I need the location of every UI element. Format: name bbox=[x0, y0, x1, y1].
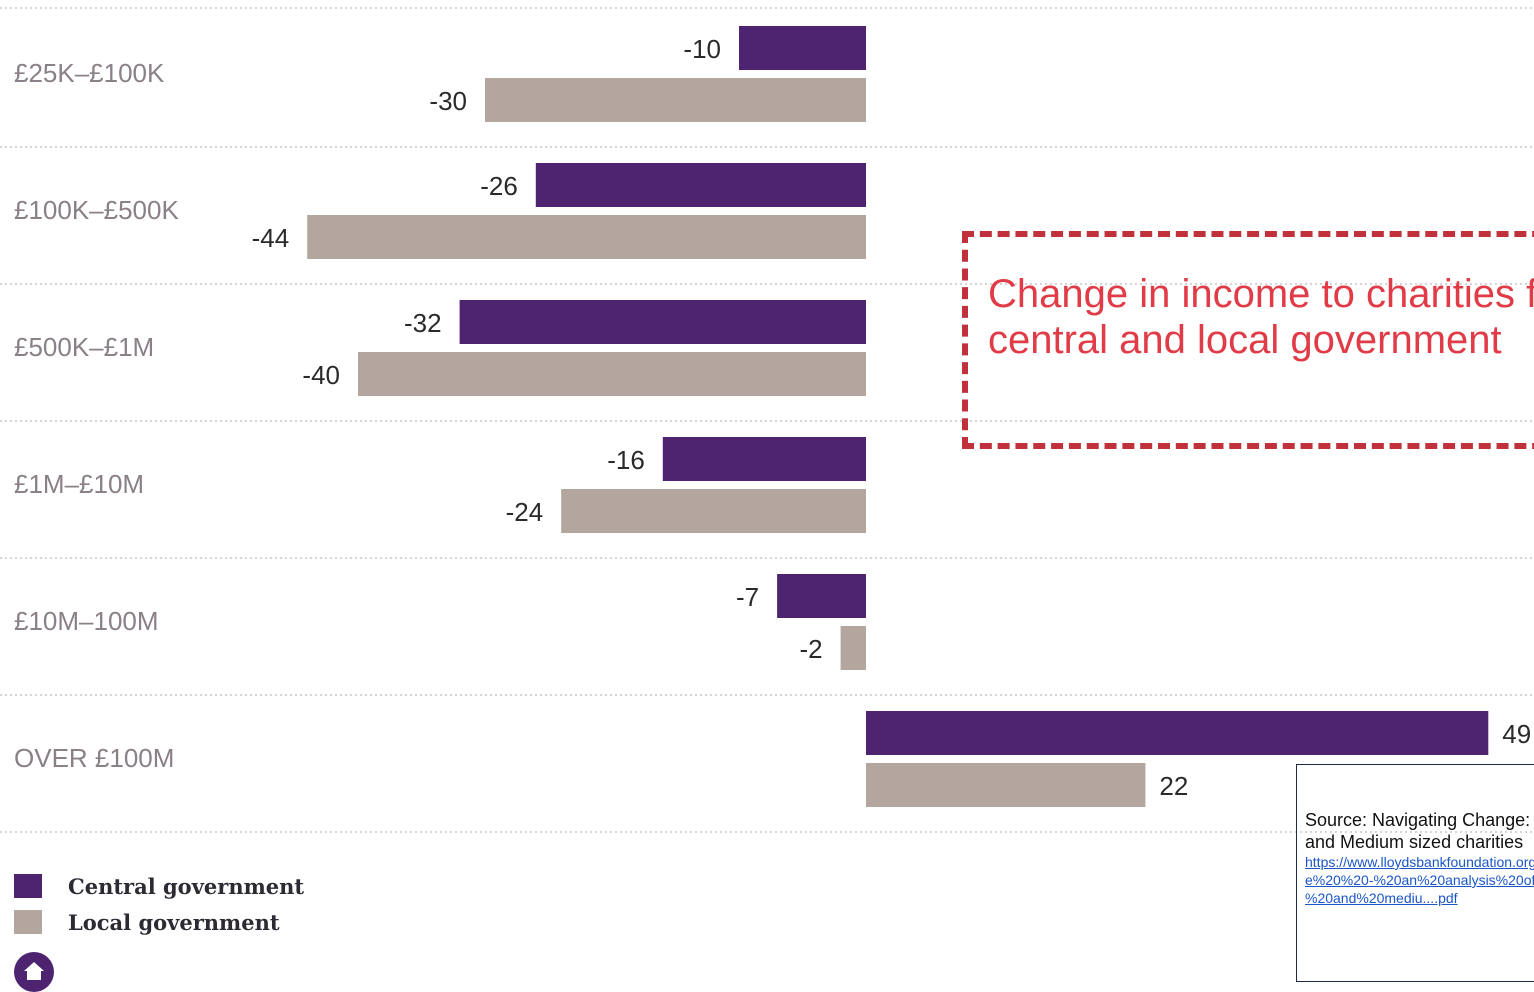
bar-local bbox=[485, 78, 866, 122]
chart-callout: Change in income to charities from centr… bbox=[962, 231, 1534, 449]
legend-item-central: Central government bbox=[14, 868, 304, 904]
legend-label-local: Local government bbox=[68, 909, 280, 935]
bar-local bbox=[358, 352, 866, 396]
bar-local bbox=[840, 626, 866, 670]
data-label-central: 49 bbox=[1502, 719, 1531, 749]
home-glyph bbox=[24, 962, 44, 980]
bar-chart: £25K–£100K -10 -30 £100K–£500K -26 -44 £500K–£… bbox=[0, 7, 1534, 833]
data-label-central: -16 bbox=[607, 445, 645, 475]
category-label: OVER £100M bbox=[14, 743, 174, 773]
bar-local bbox=[866, 763, 1146, 807]
category-label: £500K–£1M bbox=[14, 332, 154, 362]
data-label-local: -24 bbox=[506, 497, 544, 527]
data-label-central: -10 bbox=[683, 34, 721, 64]
bar-central bbox=[739, 26, 866, 70]
bar-central bbox=[777, 574, 866, 618]
data-label-local: 22 bbox=[1159, 771, 1188, 801]
data-label-central: -26 bbox=[480, 171, 518, 201]
legend-swatch-central bbox=[14, 874, 42, 898]
bar-local bbox=[307, 215, 866, 259]
chart-legend: Central government Local government bbox=[14, 868, 304, 940]
home-icon[interactable] bbox=[14, 952, 54, 992]
data-label-local: -44 bbox=[252, 223, 290, 253]
bar-central bbox=[866, 711, 1489, 755]
data-label-local: -40 bbox=[302, 360, 340, 390]
source-line-1: Source: Navigating Change: Small bbox=[1305, 810, 1534, 830]
category-label: £1M–£10M bbox=[14, 469, 144, 499]
source-line-2: and Medium sized charities bbox=[1305, 832, 1524, 852]
source-link-3[interactable]: %20and%20mediu....pdf bbox=[1305, 890, 1458, 906]
legend-swatch-local bbox=[14, 910, 42, 934]
source-note: Source: Navigating Change: Small and Med… bbox=[1296, 764, 1534, 982]
data-label-central: -32 bbox=[404, 308, 442, 338]
callout-line-2: central and local government bbox=[988, 318, 1502, 362]
bar-central bbox=[459, 300, 866, 344]
bar-central bbox=[662, 437, 866, 481]
callout-line-1: Change in income to charities from bbox=[988, 272, 1534, 316]
bar-central bbox=[535, 163, 866, 207]
bar-local bbox=[561, 489, 866, 533]
data-label-local: -2 bbox=[799, 634, 822, 664]
source-link-2[interactable]: e%20%20-%20an%20analysis%20of%20the%20fi… bbox=[1305, 872, 1534, 888]
data-label-local: -30 bbox=[429, 86, 467, 116]
category-label: £100K–£500K bbox=[14, 195, 179, 225]
data-label-central: -7 bbox=[736, 582, 759, 612]
category-label: £25K–£100K bbox=[14, 58, 165, 88]
category-label: £10M–100M bbox=[14, 606, 159, 636]
legend-label-central: Central government bbox=[68, 873, 305, 899]
source-link-1[interactable]: https://www.lloydsbankfoundation.org.uk/… bbox=[1305, 854, 1534, 870]
legend-item-local: Local government bbox=[14, 904, 304, 940]
